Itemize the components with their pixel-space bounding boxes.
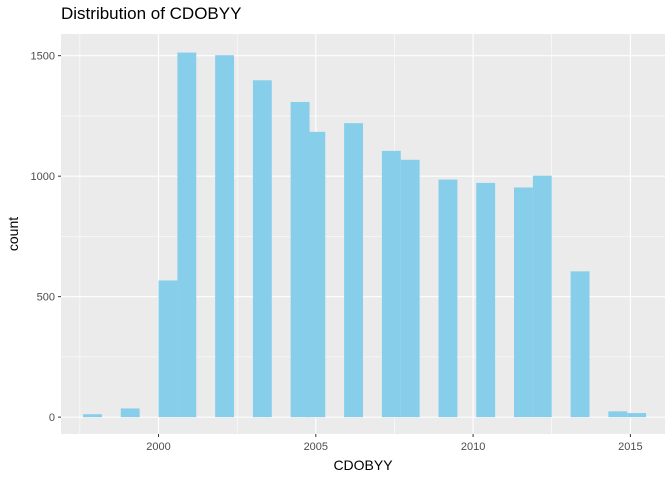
x-tick-label: 2005 xyxy=(304,441,328,453)
y-axis-title: count xyxy=(5,217,21,251)
histogram-bar xyxy=(381,150,401,418)
x-tick-label: 2000 xyxy=(146,441,170,453)
histogram-bar xyxy=(608,411,628,418)
histogram-bar xyxy=(215,55,235,418)
histogram-bar xyxy=(177,52,197,418)
x-tick-label: 2015 xyxy=(618,441,642,453)
x-axis: 2000 2005 2010 2015 xyxy=(146,434,643,453)
x-tick-label: 2010 xyxy=(461,441,485,453)
x-axis-title: CDOBYY xyxy=(333,457,393,473)
histogram-bar xyxy=(532,175,552,418)
histogram-bar xyxy=(627,413,647,418)
histogram-bar xyxy=(570,271,590,418)
histogram-bar xyxy=(83,414,102,418)
histogram-bar xyxy=(252,80,272,418)
histogram-bar xyxy=(476,182,496,418)
chart-title: Distribution of CDOBYY xyxy=(61,4,242,23)
histogram-bar xyxy=(158,280,178,418)
histogram-bars xyxy=(83,52,647,418)
histogram-bar xyxy=(514,187,533,418)
histogram-bar xyxy=(344,123,363,418)
y-tick-label: 1500 xyxy=(31,51,55,63)
y-tick-label: 500 xyxy=(37,292,55,304)
histogram-bar xyxy=(400,159,420,418)
y-tick-label: 1000 xyxy=(31,171,55,183)
histogram-bar xyxy=(290,101,310,418)
histogram-bar xyxy=(438,179,458,418)
y-tick-label: 0 xyxy=(49,412,55,424)
y-axis: 0 500 1000 1500 xyxy=(31,51,61,424)
histogram-bar xyxy=(306,131,326,418)
histogram-bar xyxy=(120,408,140,418)
